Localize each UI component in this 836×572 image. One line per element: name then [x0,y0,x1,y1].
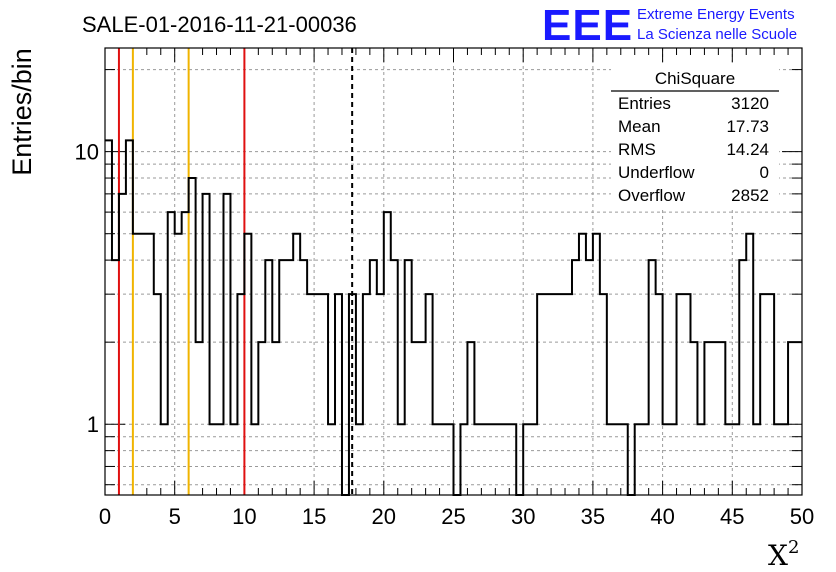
x-tick-label: 50 [790,504,814,529]
stats-box-background [611,65,779,210]
reference-lines [117,48,246,495]
x-tick-label: 0 [99,504,111,529]
x-tick-label: 35 [581,504,605,529]
axis-ticks [104,48,803,495]
x-tick-label: 25 [441,504,465,529]
stats-label-mean: Mean [618,117,661,136]
x-tick-label: 15 [302,504,326,529]
logo-line-2: La Scienza nelle Scuole [637,26,797,43]
stats-title: ChiSquare [655,69,735,88]
histogram-step-line [105,139,802,496]
stats-label-underflow: Underflow [618,163,695,182]
eee-logo: EEE Extreme Energy Events La Scienza nel… [542,1,797,50]
stats-label-rms: RMS [618,140,656,159]
plot-frame [104,47,803,496]
axis-tick-labels: 0 5 10 15 20 25 30 35 40 45 50 1 10 [75,140,815,529]
stats-value-underflow: 0 [760,163,769,182]
x-tick-label: 20 [372,504,396,529]
stats-value-overflow: 2852 [731,186,769,205]
x-tick-label: 5 [169,504,181,529]
eee-logo-mark: EEE [542,1,633,50]
stats-box: ChiSquare Entries 3120 Mean 17.73 RMS 14… [611,65,779,210]
stats-label-entries: Entries [618,94,671,113]
stats-value-entries: 3120 [731,94,769,113]
y-axis-label: Entries/bin [7,48,37,176]
x-tick-label: 45 [720,504,744,529]
x-axis-label: X2 [768,537,799,572]
logo-line-1: Extreme Energy Events [637,6,795,23]
x-tick-label: 40 [650,504,674,529]
stats-value-mean: 17.73 [726,117,769,136]
stats-value-rms: 14.24 [726,140,769,159]
x-tick-label: 30 [511,504,535,529]
y-tick-label: 1 [87,412,99,437]
stats-label-overflow: Overflow [618,186,686,205]
y-tick-label: 10 [75,140,99,165]
x-tick-label: 10 [232,504,256,529]
chart-title: SALE-01-2016-11-21-00036 [82,12,357,37]
